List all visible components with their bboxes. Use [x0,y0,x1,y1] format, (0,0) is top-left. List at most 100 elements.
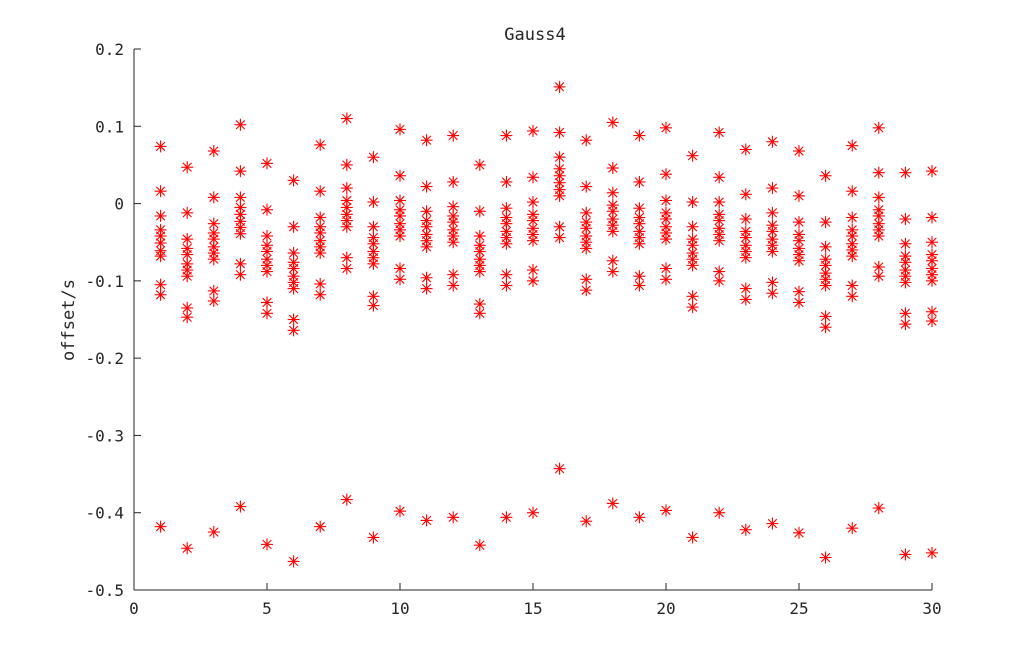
data-point [766,517,779,530]
data-point [207,253,220,266]
data-point [234,500,247,513]
data-point [473,307,486,320]
data-point [553,220,566,233]
data-point [261,538,273,551]
data-point [207,284,220,297]
data-point [580,180,593,193]
data-point [154,140,167,153]
data-point [367,257,380,270]
data-point [739,188,752,201]
data-point [926,254,938,267]
data-point [234,227,247,240]
data-point [713,196,726,209]
data-point [553,462,566,475]
data-point [686,196,699,209]
data-point [287,262,300,275]
data-point [713,506,726,519]
data-point [846,279,859,292]
data-point [793,526,805,539]
data-point [899,318,912,331]
x-tick-label: 20 [656,599,675,618]
data-point [633,237,646,250]
y-axis-label: offset/s [59,279,79,361]
data-point [660,262,672,275]
data-point [473,158,486,171]
data-point [872,166,885,179]
data-point [340,262,353,275]
y-tick-label: 0.1 [95,117,124,136]
data-point [287,220,300,233]
data-point [819,216,832,229]
x-tick-label: 5 [262,599,272,618]
data-point [686,301,699,314]
data-point [234,118,247,131]
data-point [899,237,912,250]
data-point [181,161,194,174]
data-point [580,273,593,286]
data-point [394,169,406,182]
data-point [261,157,273,170]
data-point [553,231,566,244]
data-point [766,182,779,195]
data-point [899,276,912,289]
data-point [580,515,593,528]
data-point [899,166,912,179]
data-point [846,522,859,535]
data-point [872,121,885,134]
data-point [846,185,859,198]
data-point [287,324,300,337]
data-point [819,169,832,182]
y-tick-label: 0 [114,195,124,214]
data-point [793,145,805,158]
data-point [527,264,539,277]
y-tick-label: 0.2 [95,40,124,59]
data-point [793,216,805,229]
data-point [766,135,779,148]
data-point [606,254,619,267]
data-point [207,294,220,307]
data-point [181,311,194,324]
data-point [394,230,406,243]
data-point [154,250,167,263]
data-point [527,274,539,287]
data-point [420,180,433,193]
data-point [580,222,593,235]
data-point [580,284,593,297]
data-point [660,168,672,181]
data-point [340,182,353,195]
data-point [926,546,938,559]
y-tick-label: -0.2 [85,349,124,368]
data-point [420,205,433,218]
data-point [553,189,566,202]
data-point [181,248,194,261]
data-point [846,211,859,224]
data-point [527,234,539,247]
y-tick-label: -0.1 [85,272,124,291]
data-point [287,282,300,295]
data-point [420,282,433,295]
data-point [154,209,167,222]
data-point [473,230,486,243]
data-point [633,279,646,292]
x-tick-label: 15 [523,599,542,618]
data-point [181,206,194,219]
data-point [766,245,779,258]
data-point [793,254,805,267]
data-point [926,165,938,178]
data-point [500,511,513,524]
data-point [500,279,513,292]
data-point [234,165,247,178]
y-tick-label: -0.5 [85,581,124,600]
data-point [686,239,699,252]
data-point [713,265,726,278]
data-point [926,274,938,287]
data-point [394,273,406,286]
data-point [872,502,885,515]
data-point [447,129,460,142]
data-point [713,171,726,184]
data-point [154,288,167,301]
data-point [314,277,327,290]
data-point [686,149,699,162]
data-point [420,514,433,527]
data-point [926,315,938,328]
